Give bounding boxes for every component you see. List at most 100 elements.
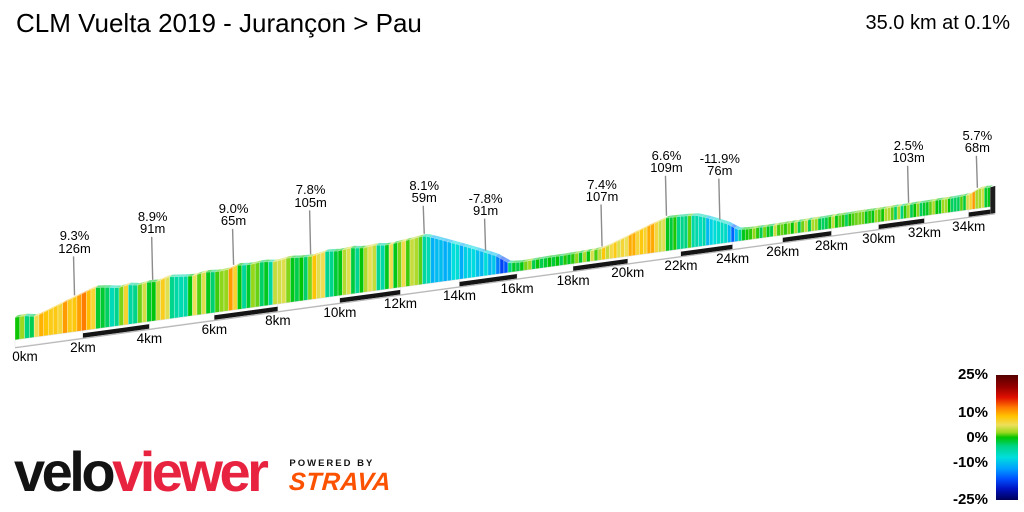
- gradient-stripe: [928, 200, 933, 216]
- gradient-stripe: [333, 250, 339, 297]
- gradient-color-scale: [996, 375, 1018, 500]
- gradient-stripe: [81, 291, 87, 332]
- page-title: CLM Vuelta 2019 - Jurançon > Pau: [16, 8, 422, 38]
- gradient-stripe: [786, 222, 791, 236]
- stripe-top-face: [987, 185, 993, 188]
- gradient-stripe: [730, 225, 735, 243]
- gradient-stripe: [864, 210, 869, 225]
- stripe-top-face: [890, 204, 897, 208]
- gradient-stripe: [359, 247, 364, 294]
- stripe-top-face: [281, 256, 289, 260]
- gradient-stripe: [582, 251, 587, 263]
- x-axis-label: 24km: [716, 251, 750, 267]
- stripe-top-face: [956, 194, 963, 198]
- stripe-top-face: [673, 214, 680, 218]
- gradient-stripe: [646, 224, 652, 255]
- stripe-top-face: [303, 254, 311, 258]
- gradient-stripe: [114, 287, 120, 327]
- stripe-top-face: [597, 246, 605, 250]
- gradient-stripe: [821, 217, 826, 231]
- gradient-stripe: [543, 257, 548, 269]
- stripe-top-face: [475, 247, 483, 251]
- gradient-annotation: 6.6% 109m: [650, 149, 683, 175]
- stripe-top-face: [479, 248, 487, 253]
- gradient-stripe: [705, 217, 710, 247]
- stripe-top-face: [975, 187, 981, 191]
- gradient-stripe: [752, 227, 757, 240]
- gradient-stripe: [539, 258, 544, 269]
- stripe-top-face: [935, 197, 941, 201]
- gradient-stripe: [944, 198, 948, 214]
- gradient-stripe: [578, 251, 583, 264]
- stripe-top-face: [503, 258, 511, 263]
- stripe-top-face: [941, 197, 948, 200]
- gradient-stripe: [57, 302, 64, 335]
- gradient-stripe: [672, 216, 678, 251]
- annotation-gradient: -11.9%: [699, 150, 740, 166]
- stripe-top-face: [794, 219, 801, 223]
- gradient-stripe: [201, 271, 207, 315]
- gradient-stripe: [680, 215, 685, 250]
- gradient-stripe: [263, 261, 269, 307]
- annotation-leader-line: [975, 155, 979, 188]
- gradient-stripe: [29, 315, 35, 339]
- stripe-top-face: [586, 248, 593, 252]
- stripe-top-face: [727, 221, 734, 227]
- stripe-top-face: [142, 280, 150, 284]
- stripe-top-face: [219, 268, 227, 272]
- gradient-stripe: [616, 239, 622, 259]
- stripe-top-face: [684, 213, 691, 217]
- stripe-top-face: [123, 282, 131, 287]
- stripe-top-face: [201, 269, 209, 274]
- stripe-top-face: [294, 255, 302, 258]
- axis-strip-black-segment: [878, 218, 925, 230]
- stripe-top-face: [367, 243, 375, 247]
- gradient-annotation: 7.4% 107m: [586, 178, 619, 204]
- gradient-stripe: [515, 261, 521, 273]
- gradient-stripe: [748, 228, 753, 241]
- gradient-stripe: [558, 255, 564, 267]
- stripe-top-face: [723, 220, 731, 225]
- gradient-stripe: [977, 188, 982, 209]
- gradient-stripe: [438, 238, 444, 283]
- x-axis-label: 20km: [611, 265, 645, 281]
- gradient-annotation: -11.9% 76m: [699, 150, 740, 178]
- gradient-stripe: [346, 247, 352, 296]
- stripe-top-face: [527, 258, 535, 261]
- gradient-stripe: [759, 226, 764, 239]
- axis-strip-black-segment: [680, 244, 733, 257]
- gradient-stripe: [434, 237, 440, 284]
- gradient-stripe: [574, 252, 580, 264]
- stripe-top-face: [451, 240, 459, 244]
- gradient-stripe: [555, 255, 560, 267]
- annotation-leader-line: [483, 218, 487, 251]
- gradient-stripe: [43, 309, 49, 337]
- stripe-top-face: [241, 262, 249, 266]
- gradient-stripe: [720, 221, 725, 245]
- stripe-top-face: [635, 228, 643, 233]
- gradient-stripe: [947, 197, 952, 214]
- stripe-top-face: [15, 314, 23, 318]
- gradient-stripe: [883, 207, 888, 222]
- gradient-annotation: 8.1% 59m: [409, 179, 439, 205]
- gradient-stripe: [146, 281, 152, 323]
- gradient-stripe: [586, 250, 591, 263]
- stripe-top-face: [346, 245, 354, 249]
- gradient-stripe: [430, 236, 436, 284]
- gradient-stripe: [237, 264, 243, 311]
- annotation-elevation: 65m: [220, 213, 247, 229]
- gradient-stripe: [909, 203, 914, 219]
- stripe-top-face: [834, 213, 841, 216]
- gradient-stripe: [665, 217, 670, 252]
- stripe-top-face: [132, 282, 141, 286]
- brand-viewer: viewer: [112, 440, 269, 503]
- stripe-top-face: [559, 253, 566, 257]
- gradient-stripe: [307, 255, 313, 301]
- stripe-top-face: [422, 234, 430, 237]
- gradient-stripe: [971, 190, 976, 210]
- gradient-stripe: [762, 226, 767, 239]
- x-axis-label: 4km: [136, 330, 163, 346]
- stripe-top-face: [29, 313, 37, 317]
- gradient-stripe: [183, 275, 189, 318]
- stripe-top-face: [246, 262, 254, 265]
